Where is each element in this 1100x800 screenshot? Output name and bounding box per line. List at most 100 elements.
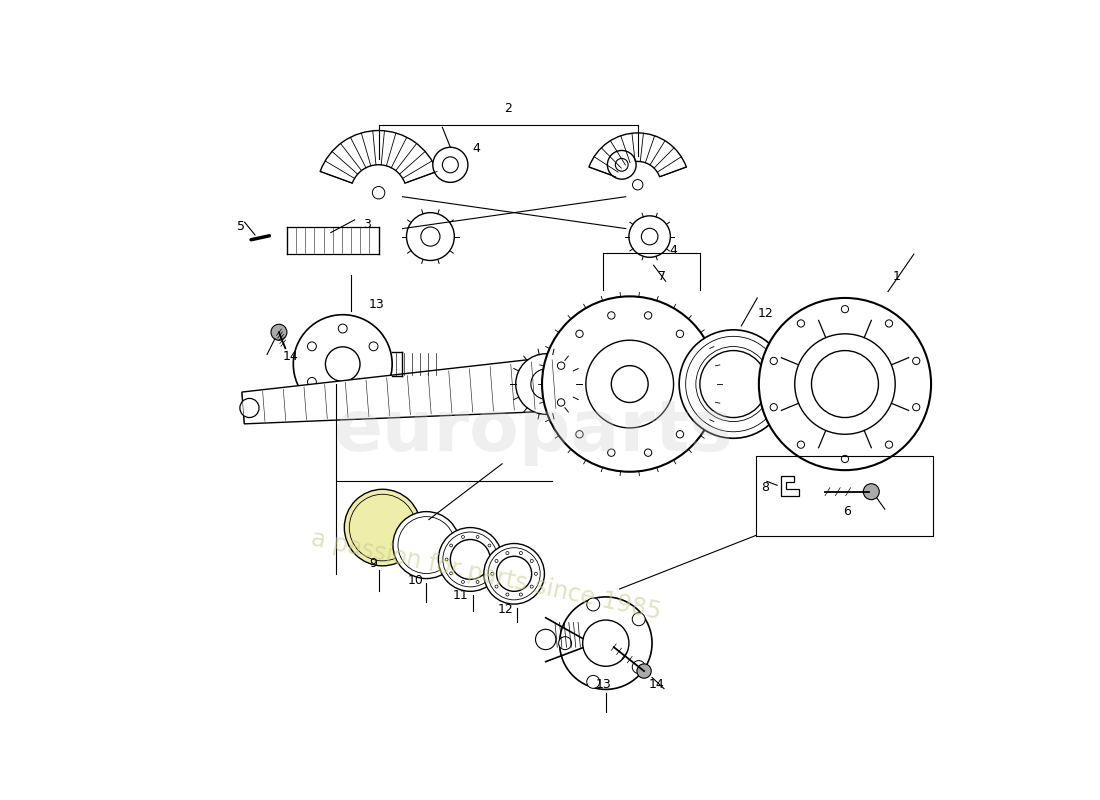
- Circle shape: [506, 551, 509, 554]
- Circle shape: [339, 324, 348, 333]
- Circle shape: [615, 158, 628, 171]
- Circle shape: [632, 179, 642, 190]
- Circle shape: [462, 581, 464, 583]
- Circle shape: [519, 551, 522, 554]
- Circle shape: [446, 558, 448, 561]
- Text: 1: 1: [893, 270, 901, 283]
- Circle shape: [685, 336, 781, 432]
- Circle shape: [450, 539, 491, 579]
- Wedge shape: [588, 133, 686, 177]
- Circle shape: [339, 395, 348, 404]
- Circle shape: [770, 403, 778, 411]
- Circle shape: [798, 320, 804, 327]
- Text: 11: 11: [453, 589, 469, 602]
- Circle shape: [326, 347, 360, 382]
- Circle shape: [558, 398, 564, 406]
- Circle shape: [559, 637, 572, 650]
- Circle shape: [842, 306, 848, 313]
- Circle shape: [407, 213, 454, 261]
- Text: 12: 12: [758, 307, 773, 321]
- Circle shape: [558, 362, 564, 370]
- Circle shape: [506, 593, 509, 596]
- Circle shape: [798, 441, 804, 448]
- Circle shape: [476, 581, 478, 583]
- Circle shape: [432, 147, 468, 182]
- Circle shape: [442, 157, 459, 173]
- Circle shape: [583, 620, 629, 666]
- Circle shape: [632, 661, 646, 674]
- Text: 5: 5: [236, 220, 244, 233]
- Text: 13: 13: [595, 678, 612, 691]
- Circle shape: [393, 512, 460, 578]
- Circle shape: [373, 186, 385, 199]
- Circle shape: [676, 330, 683, 338]
- Circle shape: [488, 544, 491, 547]
- Circle shape: [586, 675, 600, 688]
- Circle shape: [632, 613, 646, 626]
- Circle shape: [586, 340, 673, 428]
- Circle shape: [240, 398, 258, 418]
- Circle shape: [294, 314, 392, 414]
- Circle shape: [542, 296, 717, 472]
- Text: europarts: europarts: [334, 398, 734, 466]
- Circle shape: [679, 330, 788, 438]
- Text: 6: 6: [843, 505, 850, 518]
- Text: 7: 7: [658, 270, 666, 283]
- Circle shape: [886, 441, 892, 448]
- Circle shape: [443, 532, 497, 587]
- Circle shape: [493, 558, 495, 561]
- Circle shape: [560, 597, 652, 690]
- Circle shape: [612, 366, 648, 402]
- Circle shape: [495, 585, 498, 588]
- Text: a passion for parts since 1985: a passion for parts since 1985: [309, 526, 663, 624]
- Circle shape: [488, 548, 540, 600]
- Circle shape: [812, 350, 879, 418]
- Circle shape: [676, 430, 683, 438]
- Circle shape: [491, 572, 494, 575]
- Circle shape: [607, 312, 615, 319]
- Polygon shape: [242, 357, 557, 424]
- Circle shape: [913, 403, 920, 411]
- Circle shape: [531, 369, 561, 399]
- Circle shape: [535, 572, 538, 575]
- Circle shape: [271, 324, 287, 340]
- Circle shape: [495, 559, 498, 562]
- Circle shape: [770, 358, 778, 365]
- Circle shape: [308, 342, 317, 350]
- Circle shape: [344, 490, 421, 566]
- Circle shape: [488, 572, 491, 574]
- Circle shape: [359, 504, 407, 551]
- Circle shape: [637, 664, 651, 678]
- Circle shape: [530, 585, 533, 588]
- Text: 10: 10: [408, 574, 424, 587]
- Circle shape: [450, 572, 452, 574]
- Circle shape: [516, 354, 576, 414]
- Circle shape: [530, 559, 533, 562]
- Circle shape: [370, 342, 378, 350]
- Circle shape: [519, 593, 522, 596]
- Text: 14: 14: [283, 350, 299, 362]
- Text: 14: 14: [649, 678, 664, 691]
- Circle shape: [370, 378, 378, 386]
- Circle shape: [641, 228, 658, 245]
- Circle shape: [886, 320, 892, 327]
- Polygon shape: [781, 476, 799, 496]
- Text: 4: 4: [473, 142, 481, 154]
- Circle shape: [450, 544, 452, 547]
- Circle shape: [308, 378, 317, 386]
- Circle shape: [629, 216, 670, 258]
- Text: 3: 3: [363, 218, 371, 231]
- Circle shape: [696, 346, 771, 422]
- Circle shape: [398, 517, 455, 574]
- Circle shape: [759, 298, 931, 470]
- Circle shape: [700, 350, 767, 418]
- Text: 2: 2: [504, 102, 513, 115]
- Circle shape: [536, 630, 556, 650]
- Circle shape: [695, 398, 702, 406]
- Circle shape: [476, 535, 478, 538]
- Circle shape: [864, 484, 879, 500]
- Circle shape: [794, 334, 895, 434]
- Text: 8: 8: [761, 481, 769, 494]
- Circle shape: [575, 430, 583, 438]
- Text: 12: 12: [497, 603, 514, 616]
